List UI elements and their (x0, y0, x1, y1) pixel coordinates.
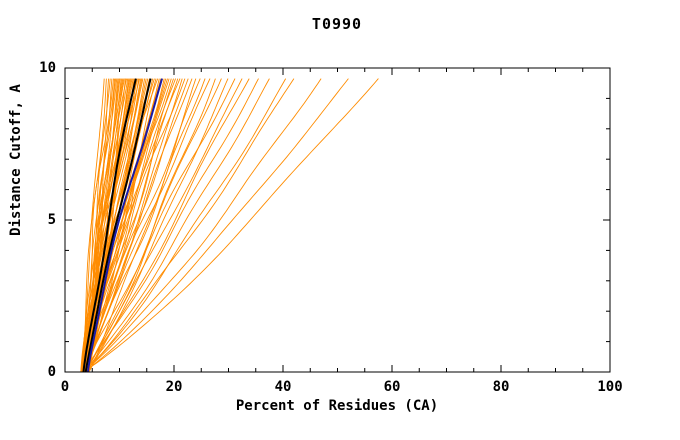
model-curve (86, 78, 250, 373)
highlight-curve (82, 78, 137, 373)
y-tick-label: 10 (39, 60, 56, 76)
y-axis-label: Distance Cutoff, A (8, 84, 24, 236)
model-curve (82, 78, 270, 373)
model-curve (82, 78, 295, 373)
model-curve (81, 78, 322, 373)
x-tick-label: 60 (383, 379, 401, 395)
chart-title: T0990 (311, 15, 363, 33)
x-tick-label: 20 (165, 379, 183, 395)
highlight-curve (86, 78, 163, 373)
model-curve (81, 78, 287, 373)
model-curve (83, 78, 243, 373)
y-tick-label: 0 (47, 364, 56, 380)
model-curve (82, 78, 349, 373)
y-tick-label: 5 (47, 212, 56, 228)
model-curve (82, 78, 211, 373)
model-curve (81, 78, 236, 373)
highlight-curve (84, 78, 152, 373)
model-curve (81, 78, 141, 373)
x-tick-label: 80 (492, 379, 510, 395)
model-curve (80, 78, 206, 373)
model-curve (84, 78, 174, 373)
x-tick-label: 0 (60, 379, 70, 395)
model-curve (81, 78, 181, 373)
x-tick-label: 40 (274, 379, 292, 395)
x-tick-label: 100 (597, 379, 623, 395)
model-curve (82, 78, 172, 373)
x-axis-label: Percent of Residues (CA) (235, 398, 439, 414)
model-curve (81, 78, 379, 373)
model-curve (84, 78, 193, 373)
model-curve (85, 78, 222, 373)
model-curve (80, 78, 259, 373)
